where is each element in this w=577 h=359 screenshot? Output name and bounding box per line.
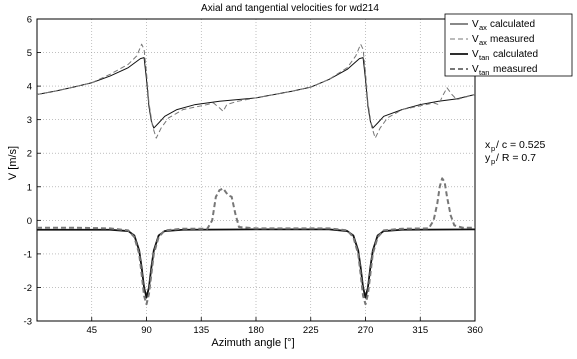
x-tick-label: 225 bbox=[303, 325, 319, 336]
series-line-ax-calculated bbox=[36, 57, 476, 129]
legend-label-subscript: tan bbox=[479, 53, 489, 62]
x-axis-label: Azimuth angle [°] bbox=[211, 337, 294, 349]
annotation-symbol: x bbox=[485, 139, 491, 151]
legend-label-suffix: measured bbox=[493, 64, 537, 75]
legend-label-main: V bbox=[472, 64, 479, 75]
x-tick-label: 45 bbox=[86, 325, 97, 336]
legend-label-subscript: ax bbox=[479, 38, 487, 47]
y-tick-label: 1 bbox=[27, 182, 32, 193]
legend-label-suffix: measured bbox=[490, 34, 534, 45]
y-tick-label: 0 bbox=[27, 216, 32, 227]
legend-label-main: V bbox=[472, 49, 479, 60]
x-tick-label: 360 bbox=[467, 325, 483, 336]
legend-label-main: V bbox=[472, 34, 479, 45]
annotation-subscript: p bbox=[491, 144, 495, 153]
annotation-value: / c = 0.525 bbox=[496, 139, 545, 151]
legend-label-subscript: tan bbox=[479, 68, 489, 77]
series-layer bbox=[36, 43, 476, 306]
y-tick-label: -1 bbox=[24, 249, 32, 260]
x-tick-label: 180 bbox=[248, 325, 264, 336]
y-tick-label: -2 bbox=[24, 283, 32, 294]
series-line-tan-measured bbox=[37, 177, 475, 306]
y-axis: -3 -2 -1 0 1 2 3 4 5 6 bbox=[24, 15, 41, 328]
y-tick-label: 3 bbox=[27, 115, 32, 126]
grid-lines bbox=[37, 18, 476, 322]
y-tick-label: -3 bbox=[24, 317, 32, 328]
x-tick-label: 135 bbox=[193, 325, 209, 336]
series-line-ax-measured bbox=[36, 43, 476, 139]
y-tick-label: 6 bbox=[27, 15, 32, 26]
annotation-symbol: y bbox=[485, 152, 491, 164]
legend-label-subscript: ax bbox=[479, 23, 487, 32]
y-tick-label: 2 bbox=[27, 149, 32, 160]
legend-label-suffix: calculated bbox=[490, 19, 535, 30]
x-axis: 45 90 135 180 225 270 315 360 bbox=[86, 317, 483, 336]
legend-label-suffix: calculated bbox=[493, 49, 538, 60]
x-tick-label: 315 bbox=[412, 325, 428, 336]
legend-label-main: V bbox=[472, 19, 479, 30]
y-tick-label: 5 bbox=[27, 48, 32, 59]
y-tick-label: 4 bbox=[27, 82, 32, 93]
y-axis-label: V [m/s] bbox=[7, 146, 19, 180]
annotation-subscript: p bbox=[491, 157, 495, 166]
chart-title: Axial and tangential velocities for wd21… bbox=[201, 3, 379, 14]
x-tick-label: 90 bbox=[141, 325, 152, 336]
annotation-value: / R = 0.7 bbox=[496, 152, 536, 164]
x-tick-label: 270 bbox=[358, 325, 374, 336]
